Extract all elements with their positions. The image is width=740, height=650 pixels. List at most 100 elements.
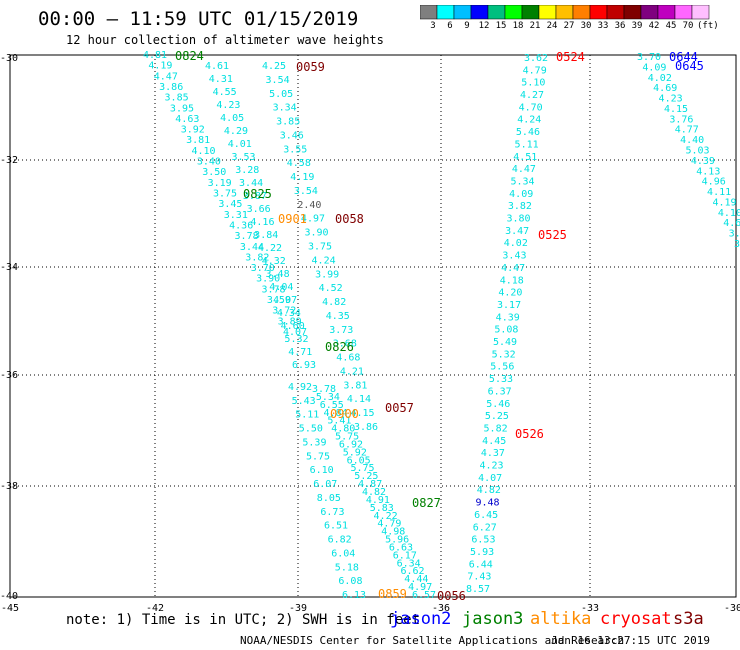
pass-time-label: 0901 bbox=[278, 212, 307, 226]
wave-height-value: 4.77 bbox=[675, 125, 699, 136]
pass-time-label: 0058 bbox=[335, 212, 364, 226]
generated-timestamp: Jan 16 13:27:15 UTC 2019 bbox=[551, 634, 710, 647]
wave-height-value: 5.10 bbox=[521, 78, 545, 89]
wave-height-value: 5.25 bbox=[354, 471, 378, 482]
wave-height-value: 4.97 bbox=[301, 214, 325, 225]
wave-height-value: 6.37 bbox=[488, 386, 512, 397]
wave-height-value: 5.25 bbox=[485, 411, 509, 422]
wave-height-value: 4.58 bbox=[287, 158, 311, 169]
wave-height-value: 3.75 bbox=[308, 242, 332, 253]
wave-height-value: 4.45 bbox=[482, 436, 506, 447]
wave-height-value: 4.79 bbox=[523, 65, 547, 76]
wave-height-value: 4.70 bbox=[519, 102, 543, 113]
wave-height-value: 4.36 bbox=[229, 220, 253, 231]
wave-height-value: 4.31 bbox=[209, 74, 233, 85]
x-tick-label: -45 bbox=[0, 603, 20, 614]
wave-height-value: 4.82 bbox=[362, 487, 386, 498]
wave-height-value: 6.82 bbox=[328, 535, 352, 546]
wave-height-value: 3.17 bbox=[497, 300, 521, 311]
pass-time-label: 0827 bbox=[412, 496, 441, 510]
wave-height-value: 4.18 bbox=[500, 275, 524, 286]
wave-height-value: 3.82 bbox=[245, 252, 269, 263]
wave-height-value: 3.34 bbox=[273, 103, 297, 114]
wave-height-value: 6.73 bbox=[320, 507, 344, 518]
wave-height-value: 3.92 bbox=[181, 125, 205, 136]
wave-height-value: 4.47 bbox=[512, 164, 536, 175]
wave-height-value: 4.24 bbox=[517, 115, 541, 126]
wave-height-value: 4.13 bbox=[696, 166, 720, 177]
wave-height-value: 5.05 bbox=[269, 89, 293, 100]
pass-time-label: 0525 bbox=[538, 228, 567, 242]
wave-height-value: 3.90 bbox=[304, 228, 328, 239]
color-scale-bar bbox=[420, 5, 710, 20]
wave-height-value: 3.78 bbox=[235, 231, 259, 242]
wave-height-value: 5.08 bbox=[494, 325, 518, 336]
wave-height-value: 5.32 bbox=[284, 334, 308, 345]
wave-height-value: 5.11 bbox=[295, 410, 319, 421]
color-scale-label: (ft) bbox=[697, 21, 719, 31]
wave-height-value: 4.47 bbox=[154, 71, 178, 82]
wave-height-value: 5.50 bbox=[299, 424, 323, 435]
page-subtitle: 12 hour collection of altimeter wave hei… bbox=[66, 33, 384, 47]
wave-height-value: 4.97 bbox=[408, 582, 432, 593]
wave-height-value: 5.46 bbox=[486, 399, 510, 410]
wave-height-value: 4.29 bbox=[224, 126, 248, 137]
wave-height-value: 3.47 bbox=[505, 226, 529, 237]
wave-height-value: 3.81 bbox=[343, 380, 367, 391]
wave-height-value: 4.14 bbox=[347, 394, 371, 405]
wave-height-value: 4.82 bbox=[477, 485, 501, 496]
wave-height-value: 3.72 bbox=[272, 306, 296, 317]
wave-height-value: 5.18 bbox=[335, 562, 359, 573]
pass-time-label: 0859 bbox=[378, 587, 407, 601]
wave-height-value: 4.21 bbox=[340, 366, 364, 377]
wave-height-value: 3.40 bbox=[197, 157, 221, 168]
wave-height-value: 4.04 bbox=[269, 282, 293, 293]
wave-height-value: 6.13 bbox=[342, 590, 366, 601]
wave-height-value: 9.48 bbox=[475, 498, 499, 509]
wave-height-value: 4.23 bbox=[479, 461, 503, 472]
pass-time-label: 0059 bbox=[296, 60, 325, 74]
legend-cryosat: cryosat bbox=[600, 609, 672, 629]
wave-height-value: 4.01 bbox=[228, 139, 252, 150]
wave-height-value: 4.23 bbox=[659, 94, 683, 105]
pass-time-label: 0057 bbox=[385, 401, 414, 415]
wave-height-value: 4.98 bbox=[381, 527, 405, 538]
wave-height-value: 3.73 bbox=[329, 325, 353, 336]
legend-jason3: jason3 bbox=[462, 609, 524, 629]
wave-height-value: 3.66 bbox=[247, 204, 271, 215]
pass-time-label: 0645 bbox=[675, 59, 704, 73]
wave-height-value: 4.35 bbox=[326, 311, 350, 322]
wave-height-value: 4.09 bbox=[509, 189, 533, 200]
wave-height-value: 4.07 bbox=[283, 327, 307, 338]
x-tick-label: -33 bbox=[580, 603, 600, 614]
wave-height-value: 6.62 bbox=[400, 566, 424, 577]
wave-height-value: 5.46 bbox=[516, 127, 540, 138]
wave-height-value: 3.28 bbox=[235, 165, 259, 176]
wave-height-value: 4.09 bbox=[642, 62, 666, 73]
legend-altika: altika bbox=[530, 609, 592, 629]
wave-height-value: 3.86 bbox=[159, 82, 183, 93]
wave-height-value: 4.68 bbox=[336, 353, 360, 364]
pass-time-label: 0825 bbox=[243, 187, 272, 201]
wave-height-value: 3.85 bbox=[276, 117, 300, 128]
wave-height-value: 4.24 bbox=[312, 255, 336, 266]
pass-time-label: 0644 bbox=[669, 50, 698, 64]
wave-height-value: 3.31 bbox=[224, 210, 248, 221]
wave-height-value: 4.55 bbox=[213, 87, 237, 98]
wave-height-value: 4.10 bbox=[191, 146, 215, 157]
wave-height-value: 4.02 bbox=[504, 238, 528, 249]
wave-height-value: 4.92 bbox=[288, 382, 312, 393]
wave-height-value: 6.34 bbox=[397, 558, 421, 569]
wave-height-value: 3.59 bbox=[267, 295, 291, 306]
wave-height-value: 3.99 bbox=[315, 269, 339, 280]
wave-height-value: 3.70 bbox=[637, 52, 661, 63]
wave-height-value: 3.44 bbox=[240, 242, 264, 253]
wave-height-value: 4.07 bbox=[478, 473, 502, 484]
wave-height-value: 4.27 bbox=[520, 90, 544, 101]
wave-height-value: 6.17 bbox=[393, 550, 417, 561]
wave-height-value: 4.91 bbox=[366, 495, 390, 506]
wave-height-value: 5.41 bbox=[327, 416, 351, 427]
wave-height-value: 3.53 bbox=[231, 152, 255, 163]
page-title: 00:00 – 11:59 UTC 01/15/2019 bbox=[38, 8, 359, 30]
